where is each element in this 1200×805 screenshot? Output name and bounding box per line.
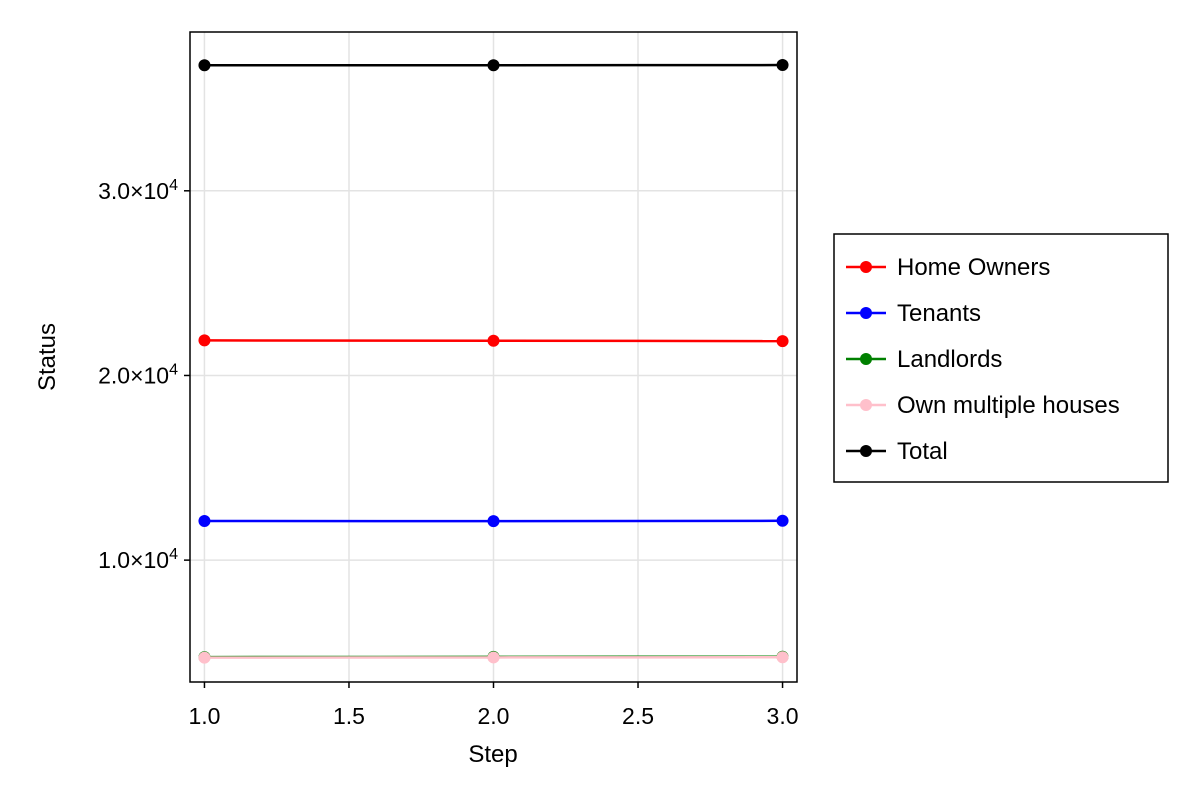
- data-point-tenants: [777, 515, 789, 527]
- legend-marker-swatch: [860, 261, 872, 273]
- legend-label: Home Owners: [897, 254, 1050, 281]
- legend-label: Total: [897, 438, 948, 465]
- data-point-own-multiple-houses: [488, 651, 500, 663]
- data-point-own-multiple-houses: [777, 651, 789, 663]
- legend: Home Owners Tenants Landlords Own multiple …: [834, 234, 1168, 482]
- legend-label: Landlords: [897, 346, 1002, 373]
- legend-label: Tenants: [897, 300, 981, 327]
- x-tick-label: 1.5: [333, 703, 365, 729]
- data-point-total: [777, 59, 789, 71]
- x-tick-label: 2.5: [622, 703, 654, 729]
- legend-marker-swatch: [860, 353, 872, 365]
- data-point-home-owners: [488, 335, 500, 347]
- grid-layer: [190, 32, 797, 682]
- legend-marker-swatch: [860, 307, 872, 319]
- data-point-tenants: [198, 515, 210, 527]
- x-tick-label: 3.0: [767, 703, 799, 729]
- data-point-own-multiple-houses: [198, 652, 210, 664]
- y-tick-label: 1.0×104: [98, 546, 178, 573]
- y-tick-label: 2.0×104: [98, 361, 178, 388]
- data-point-total: [198, 59, 210, 71]
- x-tick-label: 1.0: [188, 703, 220, 729]
- data-point-home-owners: [198, 334, 210, 346]
- data-point-total: [488, 59, 500, 71]
- data-point-home-owners: [777, 335, 789, 347]
- y-axis-label: Status: [34, 323, 61, 391]
- legend-marker-swatch: [860, 399, 872, 411]
- legend-label: Own multiple houses: [897, 392, 1120, 419]
- x-axis-label: Step: [468, 741, 517, 768]
- data-point-tenants: [488, 515, 500, 527]
- x-tick-label: 2.0: [478, 703, 510, 729]
- ticks-layer: 1.0 1.5 2.0 2.5 3.0 1.0×104 2.0×104 3.0×104: [98, 177, 798, 729]
- legend-marker-swatch: [860, 445, 872, 457]
- y-tick-label: 3.0×104: [98, 177, 178, 204]
